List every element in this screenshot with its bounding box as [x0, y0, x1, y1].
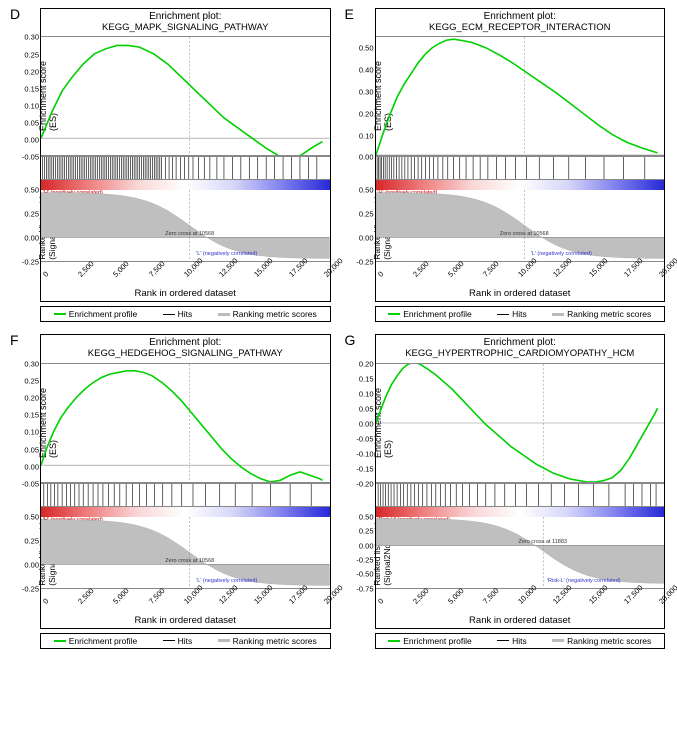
xtick-row: 02,5005,0007,50010,00012,50015,00017,500…: [376, 589, 665, 617]
gradient-band: 'Risk-H' (positively correlated): [376, 507, 665, 517]
es-yticks: -0.20-0.15-0.10-0.050.000.050.100.150.20: [346, 364, 374, 482]
legend: Enrichment profile Hits Ranking metric s…: [375, 306, 666, 322]
hits-band: [41, 483, 330, 507]
metric-yticks: -0.250.000.250.50: [346, 190, 374, 261]
neg-corr-label: 'L' (negatively correlated): [196, 251, 257, 257]
enrichment-score-chart: Enrichment score(ES) -0.20-0.15-0.10-0.0…: [376, 363, 665, 483]
zero-cross-label: Zero cross at 10568: [500, 231, 549, 237]
plot-title: Enrichment plot: KEGG_ECM_RECEPTOR_INTER…: [376, 9, 665, 36]
neg-corr-label: 'Risk-L' (negatively correlated): [547, 578, 621, 584]
legend-ranking: Ranking metric scores: [552, 309, 651, 319]
gradient-band: 'H' (positively correlated): [41, 180, 330, 190]
metric-yticks: -0.250.000.250.50: [11, 517, 39, 588]
enrichment-score-chart: Enrichment score(ES) -0.050.000.050.100.…: [41, 363, 330, 483]
xtick-row: 02,5005,0007,50010,00012,50015,00017,500…: [41, 589, 330, 617]
plot-box: Enrichment plot: KEGG_HEDGEHOG_SIGNALING…: [40, 334, 331, 628]
enrichment-score-chart: Enrichment score(ES) 0.000.100.200.300.4…: [376, 36, 665, 156]
es-yticks: -0.050.000.050.100.150.200.250.30: [11, 364, 39, 482]
gradient-band: 'H' (positively correlated): [376, 180, 665, 190]
legend-hits: Hits: [497, 309, 527, 319]
zero-cross-label: Zero cross at 10568: [165, 231, 214, 237]
metric-chart: Ranked list metric(Signal2Noise) -0.250.…: [41, 190, 330, 262]
panel-letter: F: [10, 332, 19, 348]
hits-band: [376, 483, 665, 507]
plot-title: Enrichment plot: KEGG_HEDGEHOG_SIGNALING…: [41, 335, 330, 362]
legend-enrichment: Enrichment profile: [388, 636, 472, 646]
legend: Enrichment profile Hits Ranking metric s…: [40, 306, 331, 322]
metric-chart: Ranked list metric(Signal2Noise) -0.250.…: [41, 517, 330, 589]
xtick-row: 02,5005,0007,50010,00012,50015,00017,500…: [41, 262, 330, 290]
legend-ranking: Ranking metric scores: [218, 309, 317, 319]
plot-title: Enrichment plot: KEGG_HYPERTROPHIC_CARDI…: [376, 335, 665, 362]
neg-corr-label: 'L' (negatively correlated): [196, 578, 257, 584]
plot-box: Enrichment plot: KEGG_MAPK_SIGNALING_PAT…: [40, 8, 331, 302]
xtick-row: 02,5005,0007,50010,00012,50015,00017,500…: [376, 262, 665, 290]
panel-G: G Enrichment plot: KEGG_HYPERTROPHIC_CAR…: [343, 334, 670, 648]
metric-chart: Ranked list metric(Signal2Noise) -0.250.…: [376, 190, 665, 262]
panel-F: F Enrichment plot: KEGG_HEDGEHOG_SIGNALI…: [8, 334, 335, 648]
legend-enrichment: Enrichment profile: [54, 309, 138, 319]
hits-band: [376, 156, 665, 180]
panel-E: E Enrichment plot: KEGG_ECM_RECEPTOR_INT…: [343, 8, 670, 322]
es-yticks: 0.000.100.200.300.400.50: [346, 37, 374, 155]
panel-letter: D: [10, 6, 20, 22]
hits-band: [41, 156, 330, 180]
legend: Enrichment profile Hits Ranking metric s…: [40, 633, 331, 649]
panel-letter: G: [345, 332, 356, 348]
es-yticks: -0.050.000.050.100.150.200.250.30: [11, 37, 39, 155]
legend-ranking: Ranking metric scores: [218, 636, 317, 646]
plot-box: Enrichment plot: KEGG_ECM_RECEPTOR_INTER…: [375, 8, 666, 302]
metric-yticks: -0.250.000.250.50: [11, 190, 39, 261]
metric-chart: Ranked list metric(Signal2Noise) -0.75-0…: [376, 517, 665, 589]
plot-box: Enrichment plot: KEGG_HYPERTROPHIC_CARDI…: [375, 334, 666, 628]
legend: Enrichment profile Hits Ranking metric s…: [375, 633, 666, 649]
enrichment-score-chart: Enrichment score(ES) -0.050.000.050.100.…: [41, 36, 330, 156]
legend-hits: Hits: [163, 636, 193, 646]
legend-enrichment: Enrichment profile: [388, 309, 472, 319]
legend-hits: Hits: [163, 309, 193, 319]
legend-enrichment: Enrichment profile: [54, 636, 138, 646]
panel-grid: D Enrichment plot: KEGG_MAPK_SIGNALING_P…: [8, 8, 669, 649]
neg-corr-label: 'L' (negatively correlated): [531, 251, 592, 257]
gradient-band: 'H' (positively correlated): [41, 507, 330, 517]
panel-letter: E: [345, 6, 354, 22]
legend-ranking: Ranking metric scores: [552, 636, 651, 646]
zero-cross-label: Zero cross at 11883: [518, 539, 567, 545]
metric-yticks: -0.75-0.50-0.250.000.250.50: [346, 517, 374, 588]
plot-title: Enrichment plot: KEGG_MAPK_SIGNALING_PAT…: [41, 9, 330, 36]
zero-cross-label: Zero cross at 10568: [165, 558, 214, 564]
panel-D: D Enrichment plot: KEGG_MAPK_SIGNALING_P…: [8, 8, 335, 322]
legend-hits: Hits: [497, 636, 527, 646]
